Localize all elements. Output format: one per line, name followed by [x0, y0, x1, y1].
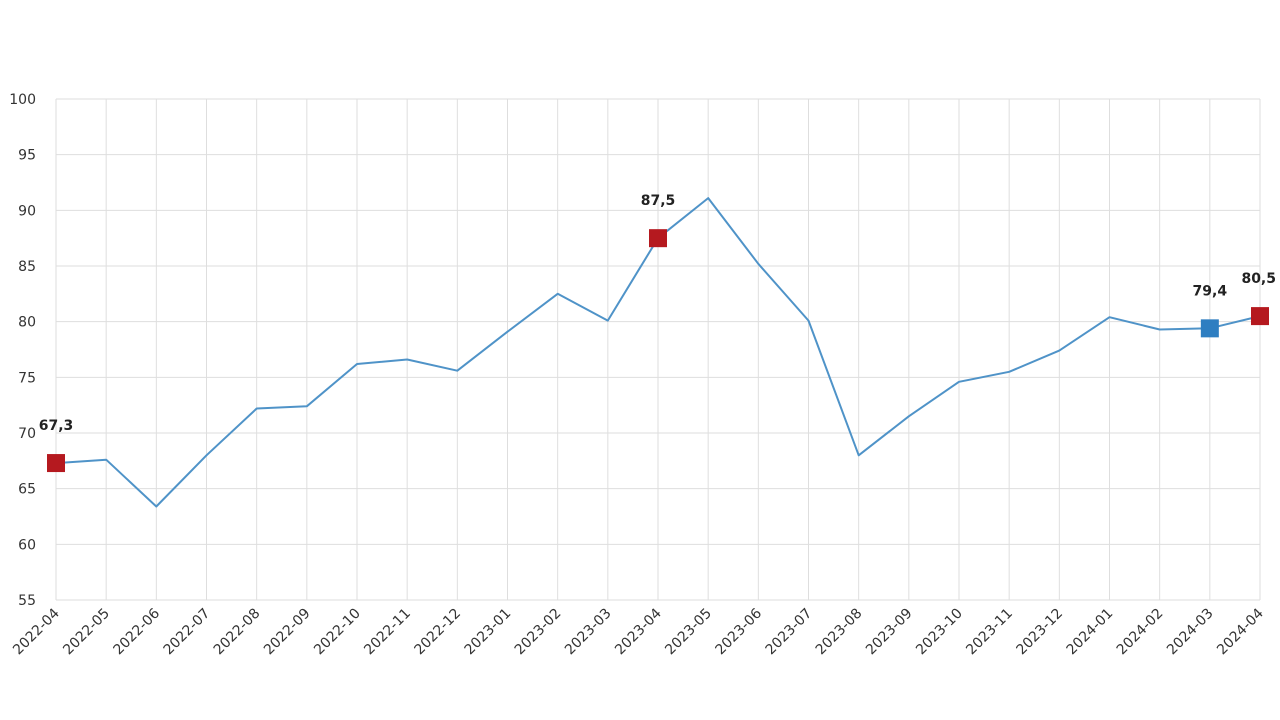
y-tick-label: 90: [18, 203, 36, 219]
x-tick-label: 2023-03: [562, 606, 615, 659]
data-label: 79,4: [1193, 283, 1228, 299]
x-tick-label: 2024-03: [1164, 606, 1217, 659]
data-marker: [47, 454, 65, 473]
y-axis-ticks: 55 60 65 70 75 80 85 90 95 100: [9, 92, 36, 609]
y-tick-label: 75: [18, 370, 36, 386]
x-tick-label: 2023-08: [813, 606, 866, 659]
data-label: 67,3: [39, 418, 74, 434]
data-marker: [1251, 307, 1269, 326]
data-label: 87,5: [641, 193, 676, 209]
y-tick-label: 60: [18, 537, 36, 553]
y-tick-label: 80: [18, 315, 36, 331]
x-tick-label: 2024-01: [1064, 606, 1117, 659]
x-tick-label: 2023-05: [662, 606, 715, 659]
y-tick-label: 95: [18, 148, 36, 164]
x-tick-label: 2022-08: [211, 606, 264, 659]
data-marker: [649, 229, 667, 248]
x-tick-label: 2022-09: [261, 606, 314, 659]
data-label: 80,5: [1241, 271, 1276, 287]
x-tick-label: 2022-12: [411, 606, 464, 659]
x-tick-label: 2023-07: [763, 606, 816, 659]
x-tick-label: 2022-07: [161, 606, 214, 659]
x-tick-label: 2022-06: [110, 605, 163, 658]
x-tick-label: 2023-02: [512, 606, 565, 659]
y-tick-label: 100: [9, 92, 36, 108]
x-tick-label: 2023-04: [612, 605, 665, 658]
y-tick-label: 70: [18, 426, 36, 442]
marker-layer: 67,3 87,5 79,4 80,5: [39, 193, 1276, 473]
y-tick-label: 65: [18, 482, 36, 498]
x-tick-label: 2022-10: [311, 606, 364, 659]
data-marker: [1200, 319, 1219, 338]
x-tick-label: 2022-05: [60, 606, 113, 659]
x-tick-label: 2024-04: [1214, 605, 1267, 658]
x-tick-label: 2022-11: [361, 606, 414, 659]
x-axis-ticks: 2022-042022-052022-062022-072022-082022-…: [10, 605, 1267, 658]
x-tick-label: 2023-09: [863, 606, 916, 659]
x-tick-label: 2023-06: [712, 605, 765, 658]
y-tick-label: 55: [18, 593, 36, 609]
x-tick-label: 2023-01: [462, 606, 515, 659]
x-tick-label: 2023-11: [963, 606, 1016, 659]
x-tick-label: 2022-04: [10, 605, 63, 658]
x-tick-label: 2023-10: [913, 606, 966, 659]
x-tick-label: 2024-02: [1114, 606, 1167, 659]
grid: [55, 98, 1261, 601]
x-tick-label: 2023-12: [1013, 606, 1066, 659]
y-tick-label: 85: [18, 259, 36, 275]
